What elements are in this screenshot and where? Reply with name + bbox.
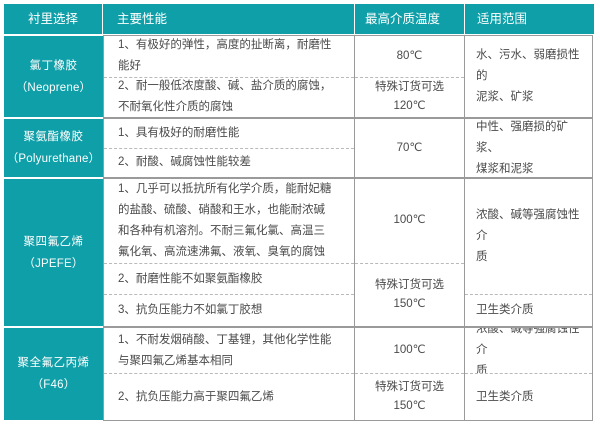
temperature-line: 100℃ [393,344,426,356]
range-sub-cell: 卫生类介质 [465,294,592,326]
range-line: 卫生类介质 [476,304,534,317]
temperature-line: 70℃ [396,141,423,154]
main-properties-cell: 1、具有极好的耐磨性能 2、耐酸、碱腐蚀性能较差 [103,118,355,178]
property-sub-cell: 1、不耐发烟硝酸、丁基锂，其他化学性能 与聚四氟乙烯基本相同 [104,328,354,373]
material-name-cn: 氯丁橡胶 [29,59,78,72]
table-row: 聚四氟乙烯 （JPEFE） 1、几乎可以抵抗所有化学介质，能耐妃糖 的盐酸、硫酸、硝酸… [4,178,594,327]
property-line: 1、不耐发烟硝酸、丁基锂，其他化学性能 [118,333,332,346]
range-sub-cell: 中性、强磨损的矿浆、煤浆和泥浆 [465,119,592,177]
material-name-en: （Neoprene） [15,81,92,94]
table-header-row: 衬里选择 主要性能 最高介质温度 适用范围 [4,4,594,34]
material-name-en: （F46） [31,379,76,391]
material-name-en: （JPEFE） [23,257,84,270]
temperature-line: 120℃ [393,100,426,113]
material-name-cell: 聚氨酯橡胶 （Polyurethane） [4,118,103,178]
temperature-sub-cell: 100℃ [355,179,464,263]
property-line: 1、有极好的弹性，高度的扯断离，耐磨性 [118,39,332,52]
max-temperature-cell: 80℃ 特殊订货可选 120℃ [355,35,465,118]
column-header-application-range: 适用范围 [477,12,528,26]
range-line: 水、污水、弱磨损性的 [476,49,580,82]
property-sub-cell: 1、几乎可以抵抗所有化学介质，能耐妃糖 的盐酸、硫酸、硝酸和王水，也能耐浓碱 和各种… [104,179,354,263]
property-sub-cell: 2、耐磨性能不如聚氨酯橡胶 [104,262,354,295]
table-body: 氯丁橡胶 （Neoprene） 1、有极好的弹性，高度的扯断离，耐磨性 能好 2、耐一般… [4,35,594,421]
application-range-cell: 浓酸、碱等强腐蚀性介质卫生类介质 [465,327,593,421]
max-temperature-cell: 100℃ 特殊订货可选 150℃ [355,178,465,327]
column-header-lining-selection: 衬里选择 [4,4,103,34]
main-properties-cell: 1、几乎可以抵抗所有化学介质，能耐妃糖 的盐酸、硫酸、硝酸和王水，也能耐浓碱 和各种… [103,178,355,327]
range-sub-cell: 浓酸、碱等强腐蚀性介质 [465,328,592,373]
material-name-en: （Polyurethane） [6,153,101,165]
temperature-sub-cell: 特殊订货可选 150℃ [355,262,464,326]
temperature-sub-cell: 100℃ [355,328,464,373]
material-name-cell: 聚四氟乙烯 （JPEFE） [4,178,103,327]
range-line: 质 [476,365,488,374]
max-temperature-cell: 100℃ 特殊订货可选 150℃ [355,327,465,421]
temperature-sub-cell: 80℃ [355,36,464,77]
property-line: 2、耐酸、碱腐蚀性能较差 [118,156,251,169]
property-line: 能好 [118,60,141,73]
table-row: 聚全氟乙丙烯 （F46） 1、不耐发烟硝酸、丁基锂，其他化学性能 与聚四氟乙烯基本相同… [4,327,594,421]
property-line: 的盐酸、硫酸、硝酸和王水，也能耐浓碱 [118,203,325,216]
max-temperature-cell: 70℃ [355,118,465,178]
property-sub-cell: 2、耐一般低浓度酸、碱、盐介质的腐蚀， 不耐氧化性介质的腐蚀 [104,76,354,117]
range-sub-cell: 水、污水、弱磨损性的泥浆、矿浆 [465,36,592,117]
material-name-cn: 聚氨酯橡胶 [23,131,84,143]
range-line: 浓酸、碱等强腐蚀性介 [476,328,580,357]
range-line: 泥浆、矿浆 [476,91,534,103]
property-line: 1、几乎可以抵抗所有化学介质，能耐妃糖 [118,182,332,195]
property-sub-cell: 1、具有极好的耐磨性能 [104,119,354,148]
property-line: 与聚四氟乙烯基本相同 [118,354,233,367]
temperature-line: 特殊订货可选 [375,278,444,291]
property-line: 2、耐磨性能不如聚氨酯橡胶 [118,272,263,285]
main-properties-cell: 1、有极好的弹性，高度的扯断离，耐磨性 能好 2、耐一般低浓度酸、碱、盐介质的腐蚀，… [103,35,355,118]
property-sub-cell: 1、有极好的弹性，高度的扯断离，耐磨性 能好 [104,36,354,77]
property-sub-cell: 2、抗负压能力高于聚四氟乙烯 [104,373,354,420]
material-name-cn: 聚全氟乙丙烯 [17,357,90,369]
material-name-cn: 聚四氟乙烯 [23,235,84,248]
temperature-sub-cell: 特殊订货可选 150℃ [355,373,464,420]
property-line: 2、耐一般低浓度酸、碱、盐介质的腐蚀， [118,80,332,93]
temperature-sub-cell: 特殊订货可选 120℃ [355,76,464,117]
range-line: 煤浆和泥浆 [476,162,534,175]
application-range-cell: 水、污水、弱磨损性的泥浆、矿浆 [465,35,593,118]
column-header-main-properties: 主要性能 [103,4,355,34]
property-line: 不耐氧化性介质的腐蚀 [118,101,233,114]
range-sub-cell: 浓酸、碱等强腐蚀性介质 [465,179,592,294]
range-sub-cell: 卫生类介质 [465,373,592,420]
range-line: 质 [476,251,488,264]
property-line: 3、抗负压能力不如氯丁胶想 [118,304,263,317]
temperature-line: 150℃ [393,400,426,412]
temperature-line: 特殊订货可选 [375,81,444,94]
property-line: 氟化氧、高流速沸氟、液氧、臭氧的腐蚀 [118,245,325,258]
temperature-line: 100℃ [393,214,426,227]
range-line: 卫生类介质 [476,390,534,403]
material-name-cell: 氯丁橡胶 （Neoprene） [4,35,103,118]
application-range-cell: 中性、强磨损的矿浆、煤浆和泥浆 [465,118,593,178]
main-properties-cell: 1、不耐发烟硝酸、丁基锂，其他化学性能 与聚四氟乙烯基本相同 2、抗负压能力高于聚四… [103,327,355,421]
range-line: 中性、强磨损的矿浆、 [476,120,568,154]
temperature-line: 150℃ [393,297,426,310]
table-row: 氯丁橡胶 （Neoprene） 1、有极好的弹性，高度的扯断离，耐磨性 能好 2、耐一般… [4,35,594,118]
table-row: 聚氨酯橡胶 （Polyurethane） 1、具有极好的耐磨性能 2、耐酸、碱腐蚀性能… [4,118,594,178]
property-line: 和各种有机溶剂。不耐三氟化氯、高温三 [118,224,325,237]
temperature-line: 80℃ [396,49,423,62]
column-header-max-medium-temperature: 最高介质温度 [355,4,465,34]
range-line: 浓酸、碱等强腐蚀性介 [476,209,580,243]
property-sub-cell: 3、抗负压能力不如氯丁胶想 [104,294,354,326]
property-line: 1、具有极好的耐磨性能 [118,126,240,139]
temperature-sub-cell: 70℃ [355,119,464,177]
material-name-cell: 聚全氟乙丙烯 （F46） [4,327,103,421]
property-line: 2、抗负压能力高于聚四氟乙烯 [118,390,274,403]
property-sub-cell: 2、耐酸、碱腐蚀性能较差 [104,147,354,177]
temperature-line: 特殊订货可选 [375,381,444,393]
application-range-cell: 浓酸、碱等强腐蚀性介质卫生类介质 [465,178,593,327]
